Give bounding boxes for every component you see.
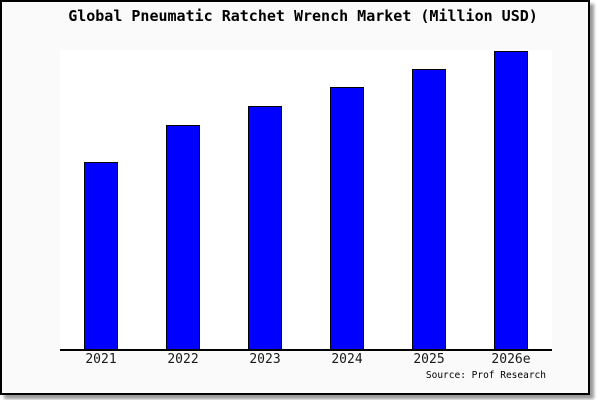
x-tick-label-2024: 2024: [331, 352, 363, 367]
bar-2025: [412, 69, 446, 349]
bar-2022: [166, 125, 200, 349]
x-tick-label-2025: 2025: [413, 352, 445, 367]
x-tick-label-2026e: 2026e: [491, 352, 531, 367]
x-tick-label-2023: 2023: [249, 352, 281, 367]
bar-2023: [248, 106, 282, 349]
plot-area: [60, 50, 552, 351]
bar-2026e: [494, 51, 528, 349]
x-tick-label-2021: 2021: [85, 352, 117, 367]
source-credit: Source: Prof Research: [425, 370, 546, 381]
chart-title: Global Pneumatic Ratchet Wrench Market (…: [68, 7, 538, 25]
x-axis-labels: 2021 2022 2023 2024 2025 2026e: [2, 352, 588, 370]
bar-2024: [330, 87, 364, 349]
x-tick-label-2022: 2022: [167, 352, 199, 367]
chart-frame: Global Pneumatic Ratchet Wrench Market (…: [0, 0, 590, 395]
bar-2021: [84, 162, 118, 349]
